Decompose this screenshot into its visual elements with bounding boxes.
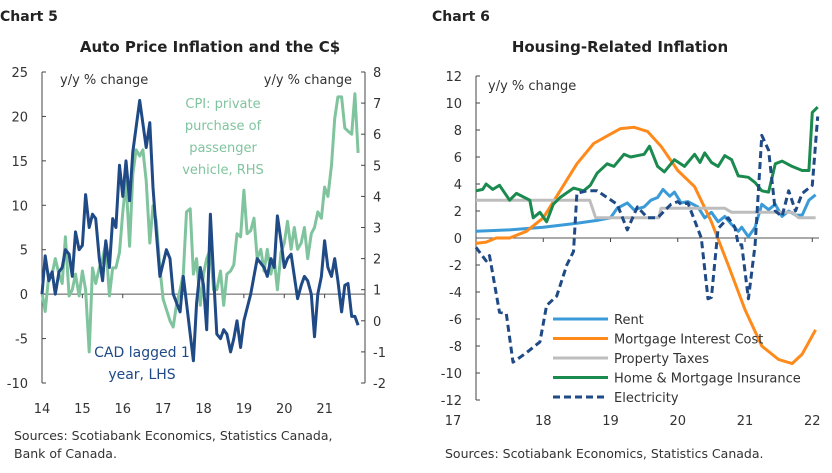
x-tick-label: 18 bbox=[195, 402, 212, 417]
x-tick-label: 14 bbox=[34, 402, 51, 417]
y-tick-label: 4 bbox=[454, 178, 462, 193]
left-tick-label: -5 bbox=[15, 333, 28, 348]
series-home-mortgage-insurance-line bbox=[475, 106, 819, 224]
y-tick-label: 10 bbox=[445, 97, 462, 112]
x-tick-label: 19 bbox=[602, 414, 619, 429]
chart5-source: Bank of Canada. bbox=[14, 446, 117, 461]
legend-label: Mortgage Interest Cost bbox=[614, 333, 763, 348]
y-axis-label: y/y % change bbox=[488, 79, 576, 94]
left-tick-label: 15 bbox=[11, 155, 28, 170]
legend-label: Electricity bbox=[614, 391, 679, 406]
y-tick-label: 6 bbox=[454, 151, 462, 166]
x-tick-label: 19 bbox=[236, 402, 253, 417]
chart5-title: Auto Price Inflation and the C$ bbox=[80, 38, 340, 56]
y-tick-label: -8 bbox=[449, 340, 462, 355]
cpi-annotation: purchase of bbox=[185, 119, 262, 134]
chart6-source: Sources: Scotiabank Economics, Statistic… bbox=[445, 446, 763, 461]
right-axis-label: y/y % change bbox=[264, 73, 352, 88]
chart5-source: Sources: Scotiabank Economics, Statistic… bbox=[14, 428, 332, 443]
right-tick-label: 4 bbox=[373, 190, 381, 205]
series-cpi-vehicle-line bbox=[40, 92, 360, 354]
series-cad-line bbox=[40, 98, 360, 363]
x-tick-label: 20 bbox=[276, 402, 293, 417]
y-tick-label: 8 bbox=[454, 124, 462, 139]
chart6-label: Chart 6 bbox=[432, 9, 490, 25]
series-mortgage-interest-cost-line bbox=[475, 125, 817, 366]
x-tick-label: 16 bbox=[114, 402, 131, 417]
right-tick-label: 6 bbox=[373, 128, 381, 143]
legend-label: Home & Mortgage Insurance bbox=[614, 372, 801, 387]
x-tick-label: 17 bbox=[445, 414, 462, 429]
left-tick-label: 10 bbox=[11, 199, 28, 214]
y-tick-label: -2 bbox=[449, 259, 462, 274]
chart5-label: Chart 5 bbox=[0, 9, 58, 25]
right-tick-label: 5 bbox=[373, 159, 381, 174]
cad-annotation: year, LHS bbox=[108, 367, 175, 383]
y-tick-label: -4 bbox=[449, 286, 462, 301]
left-tick-label: -10 bbox=[7, 377, 28, 392]
right-tick-label: 0 bbox=[373, 315, 381, 330]
x-tick-label: 17 bbox=[155, 402, 172, 417]
right-tick-label: 2 bbox=[373, 253, 381, 268]
left-tick-label: 0 bbox=[20, 288, 28, 303]
right-tick-label: -1 bbox=[373, 346, 386, 361]
cpi-annotation: CPI: private bbox=[185, 97, 260, 112]
cad-annotation: CAD lagged 1 bbox=[94, 345, 190, 361]
x-tick-label: 18 bbox=[535, 414, 552, 429]
right-tick-label: 8 bbox=[373, 66, 381, 81]
y-tick-label: 0 bbox=[454, 232, 462, 247]
y-tick-label: -6 bbox=[449, 313, 462, 328]
cpi-annotation: vehicle, RHS bbox=[182, 163, 264, 178]
right-tick-label: 7 bbox=[373, 97, 381, 112]
series-property-taxes-line bbox=[476, 198, 816, 220]
y-tick-label: -12 bbox=[441, 394, 462, 409]
series-rent-line bbox=[475, 187, 817, 239]
cpi-annotation: passenger bbox=[189, 141, 257, 156]
x-tick-label: 22 bbox=[804, 414, 821, 429]
legend-label: Rent bbox=[614, 313, 644, 328]
left-tick-label: 20 bbox=[11, 110, 28, 125]
left-tick-label: 25 bbox=[11, 66, 28, 81]
right-tick-label: -2 bbox=[373, 377, 386, 392]
x-tick-label: 21 bbox=[737, 414, 754, 429]
left-axis-label: y/y % change bbox=[60, 73, 148, 88]
right-tick-label: 3 bbox=[373, 222, 381, 237]
x-tick-label: 20 bbox=[669, 414, 686, 429]
y-tick-label: -10 bbox=[441, 367, 462, 382]
x-tick-label: 21 bbox=[316, 402, 333, 417]
y-tick-label: 12 bbox=[445, 70, 462, 85]
chart6-title: Housing-Related Inflation bbox=[512, 38, 728, 56]
x-tick-label: 15 bbox=[74, 402, 91, 417]
right-tick-label: 1 bbox=[373, 284, 381, 299]
legend-label: Property Taxes bbox=[614, 352, 709, 367]
left-tick-label: 5 bbox=[20, 244, 28, 259]
y-tick-label: 2 bbox=[454, 205, 462, 220]
series-electricity-line bbox=[474, 116, 820, 364]
